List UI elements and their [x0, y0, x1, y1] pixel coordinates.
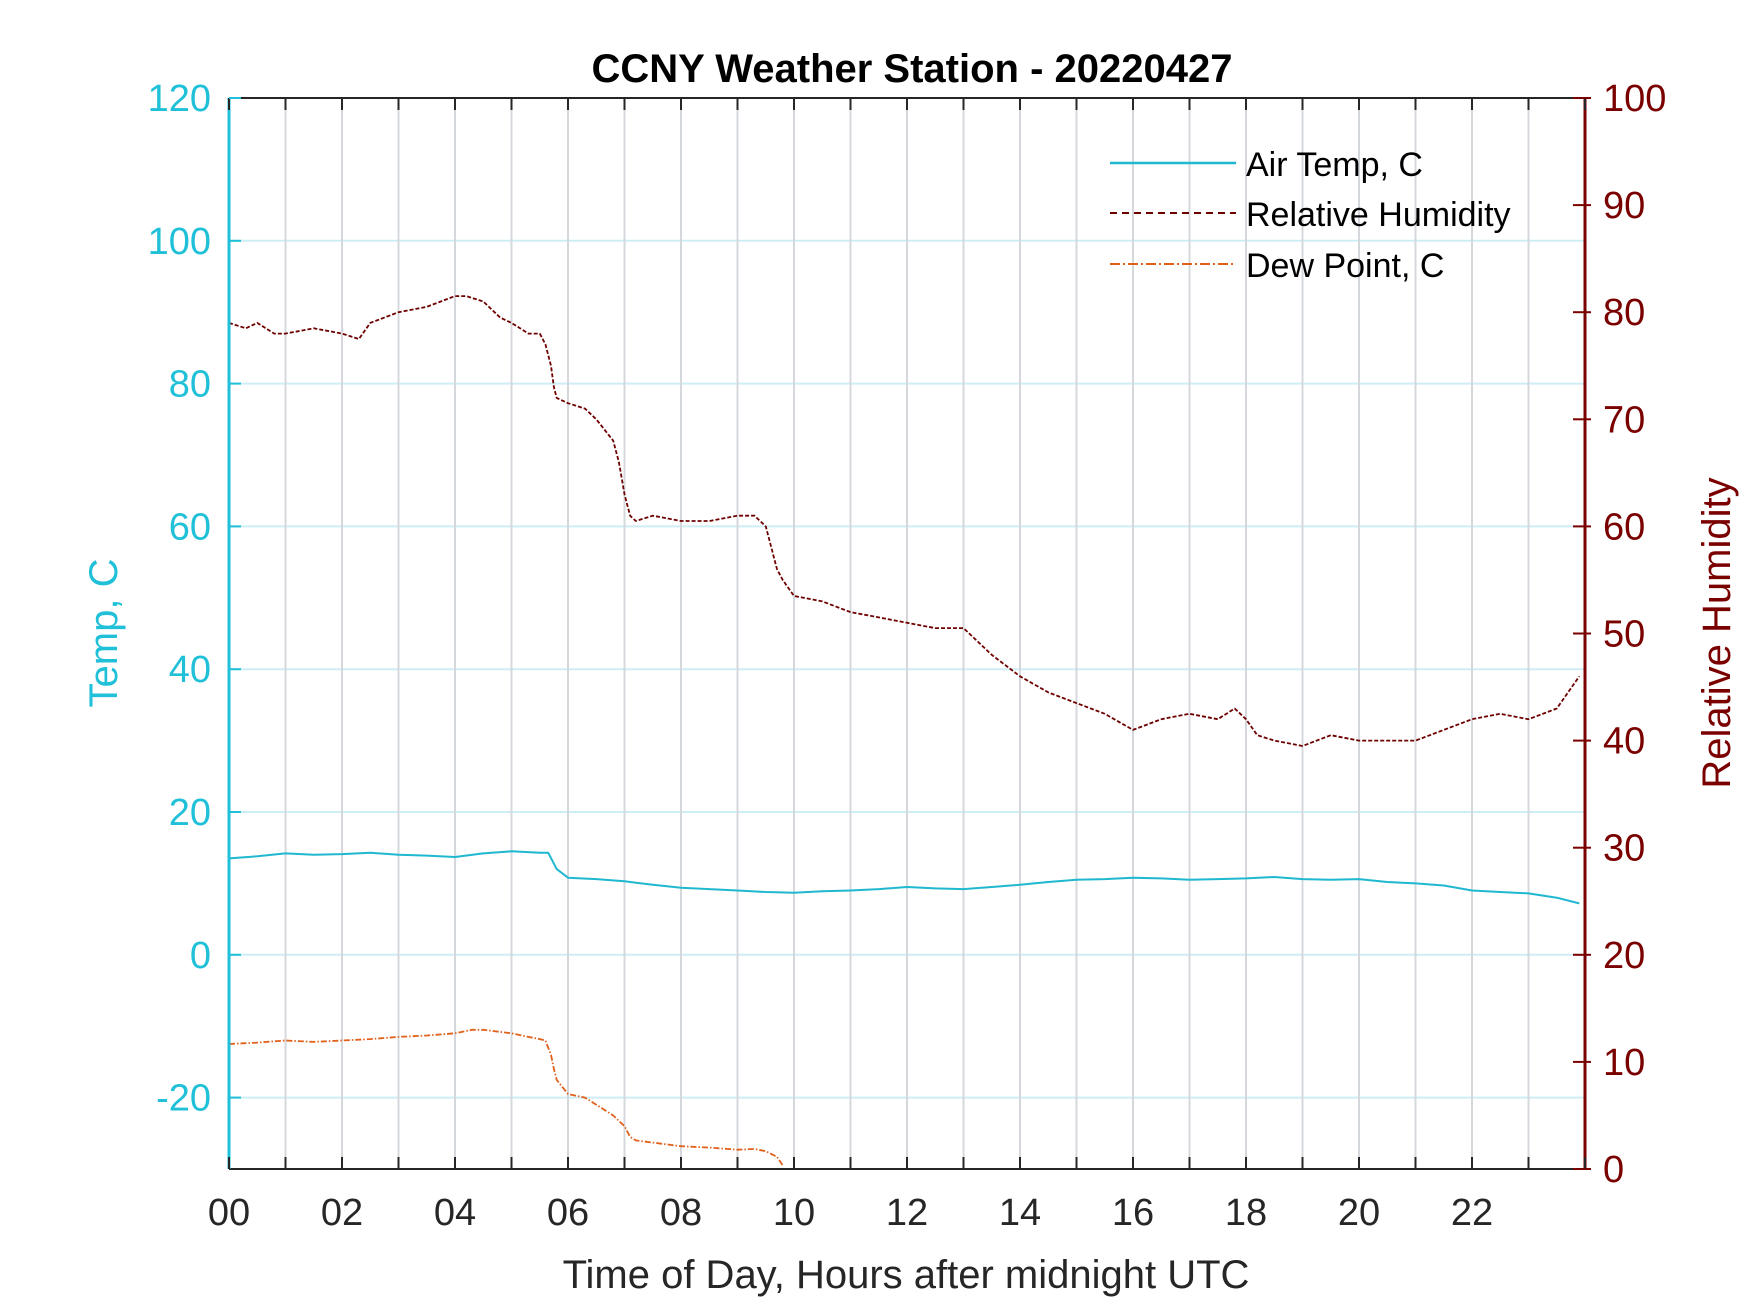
chart-title: CCNY Weather Station - 20220427: [592, 47, 1233, 91]
y-right-tick-label: 100: [1603, 78, 1666, 120]
y-left-tick-label: 0: [190, 935, 211, 977]
x-tick-label: 08: [660, 1192, 702, 1234]
legend-label-humidity: Relative Humidity: [1246, 196, 1511, 234]
x-tick-label: 10: [773, 1192, 815, 1234]
y-right-tick-label: 80: [1603, 292, 1645, 334]
x-tick-label: 12: [886, 1192, 928, 1234]
y-right-tick-label: 60: [1603, 506, 1645, 548]
y-right-tick-label: 10: [1603, 1042, 1645, 1084]
legend: Air Temp, C Relative Humidity Dew Point,…: [1110, 146, 1511, 285]
x-tick-label: 20: [1338, 1192, 1380, 1234]
grid-layer: [229, 97, 1585, 1169]
legend-label-dew-point: Dew Point, C: [1246, 247, 1444, 285]
dew-point-line: [228, 1028, 784, 1166]
y-left-tick-label: 80: [169, 364, 211, 406]
x-axis-label: Time of Day, Hours after midnight UTC: [563, 1253, 1250, 1297]
y-axis-label-right: Relative Humidity: [1695, 477, 1739, 788]
y-right-tick-label: 70: [1603, 399, 1645, 441]
y-left-tick-label: 120: [148, 78, 211, 120]
y-left-tick-label: -20: [156, 1078, 211, 1120]
x-tick-label: 00: [208, 1192, 250, 1234]
x-tick-label: 02: [321, 1192, 363, 1234]
y-right-tick-label: 30: [1603, 828, 1645, 870]
x-tick-label: 16: [1112, 1192, 1154, 1234]
y-right-tick-label: 0: [1603, 1149, 1624, 1191]
legend-label-air-temp: Air Temp, C: [1246, 146, 1423, 184]
x-tick-label: 18: [1225, 1192, 1267, 1234]
y-right-tick-label: 40: [1603, 721, 1645, 763]
series-layer: [228, 295, 1581, 1166]
y-left-tick-label: 20: [169, 792, 211, 834]
x-tick-label: 06: [547, 1192, 589, 1234]
y-axis-label-left: Temp, C: [82, 559, 126, 708]
x-tick-label: 04: [434, 1192, 476, 1234]
y-right-tick-label: 20: [1603, 935, 1645, 977]
ticks-layer: 00 02 04 06 08 10 12 14 16 18 20 22-200204060801001…: [148, 78, 1667, 1234]
humidity-line: [228, 295, 1581, 747]
y-left-tick-label: 60: [169, 506, 211, 548]
y-left-tick-label: 100: [148, 221, 211, 263]
x-tick-label: 22: [1451, 1192, 1493, 1234]
y-left-tick-label: 40: [169, 649, 211, 691]
x-tick-label: 14: [999, 1192, 1041, 1234]
air-temp-line: [228, 850, 1580, 905]
y-right-tick-label: 90: [1603, 185, 1645, 227]
y-right-tick-label: 50: [1603, 614, 1645, 656]
